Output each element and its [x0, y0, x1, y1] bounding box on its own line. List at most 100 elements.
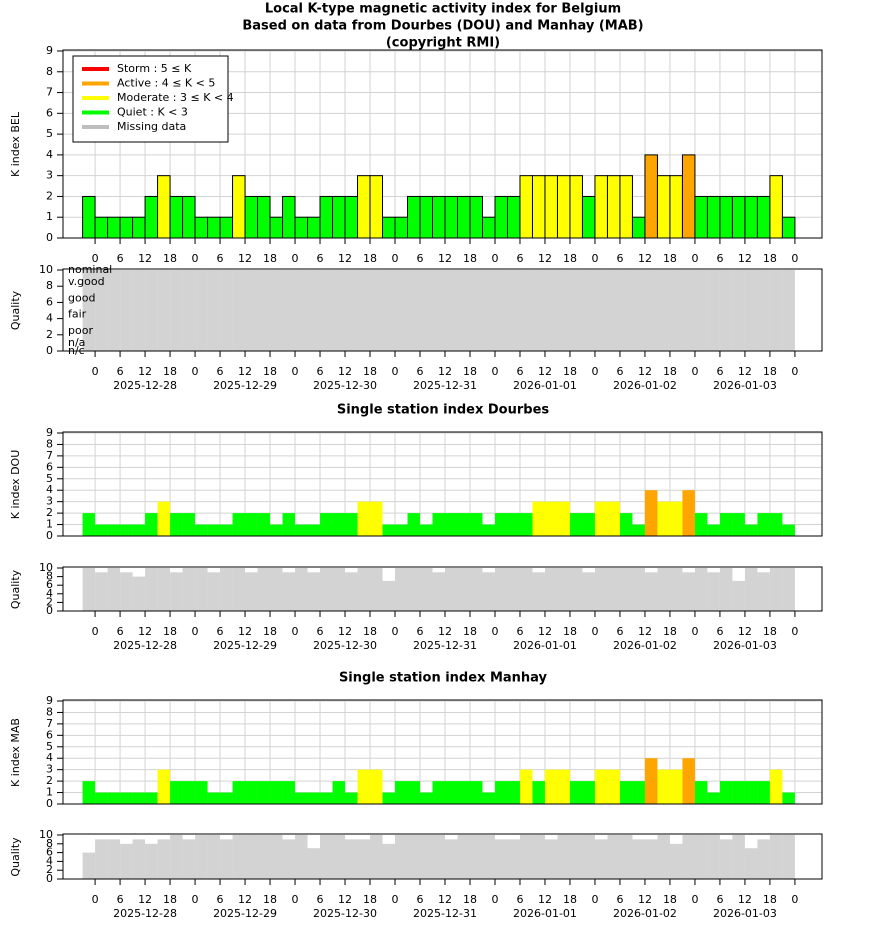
bar — [282, 270, 296, 351]
bar — [207, 792, 221, 804]
bar — [132, 576, 146, 611]
x-tick-label: 12 — [438, 252, 452, 265]
y-tick-label: 6 — [46, 460, 53, 473]
bar — [419, 195, 434, 239]
bar — [370, 501, 383, 536]
bar — [519, 769, 533, 804]
x-tick-label: 0 — [491, 252, 498, 265]
x-tick-label: 0 — [392, 893, 399, 906]
bar — [569, 568, 583, 611]
x-tick-label: 0 — [292, 252, 299, 265]
legend-label: Active : 4 ≤ K < 5 — [117, 77, 215, 90]
bar — [732, 781, 745, 804]
bar — [232, 781, 246, 804]
bar — [145, 513, 158, 536]
bar — [632, 524, 645, 536]
x-tick-label: 6 — [217, 893, 224, 906]
bar — [607, 769, 620, 804]
bar — [757, 781, 770, 804]
bar — [444, 781, 458, 804]
x-tick-label: 12 — [738, 625, 752, 638]
bar — [320, 835, 333, 879]
bar — [569, 270, 583, 351]
bar — [607, 270, 620, 351]
y-tick-label: 0 — [46, 872, 53, 885]
bar — [170, 781, 183, 804]
bar — [544, 175, 558, 239]
x-tick-label: 18 — [263, 252, 277, 265]
bar — [594, 501, 608, 536]
plot-frame — [62, 833, 823, 880]
x-tick-label: 12 — [138, 365, 152, 378]
y-tick-label: 8 — [46, 437, 53, 450]
bar — [432, 781, 445, 804]
bar — [157, 839, 171, 879]
bar — [82, 270, 96, 351]
bar — [457, 270, 470, 351]
bar — [182, 839, 196, 879]
bar — [507, 781, 520, 804]
date-label: 2026-01-01 — [513, 639, 577, 652]
bar — [307, 848, 321, 879]
bar — [444, 568, 458, 611]
bar — [307, 792, 321, 804]
bar — [132, 524, 146, 536]
x-tick-label: 0 — [192, 252, 199, 265]
bar — [394, 216, 409, 239]
bar — [320, 792, 333, 804]
x-tick-label: 0 — [192, 365, 199, 378]
date-label: 2025-12-30 — [313, 379, 377, 392]
bar — [345, 839, 358, 879]
bar — [594, 568, 608, 611]
bar — [282, 781, 296, 804]
bar — [769, 175, 783, 239]
bar — [644, 270, 658, 351]
bar — [744, 270, 758, 351]
x-tick-label: 6 — [317, 893, 324, 906]
date-label: 2026-01-03 — [713, 639, 777, 652]
x-tick-label: 6 — [716, 625, 723, 638]
date-label: 2025-12-29 — [213, 379, 277, 392]
bar — [332, 568, 346, 611]
x-tick-label: 18 — [363, 365, 377, 378]
bar — [257, 513, 271, 536]
x-tick-label: 12 — [238, 365, 252, 378]
bar — [282, 839, 296, 879]
bar — [682, 758, 695, 804]
bar — [219, 216, 234, 239]
bar — [407, 835, 421, 879]
bar — [482, 572, 495, 611]
x-tick-label: 18 — [163, 893, 177, 906]
x-tick-label: 0 — [392, 252, 399, 265]
plot-frame — [62, 566, 823, 612]
quality-level: n/c — [68, 344, 85, 357]
bar — [669, 769, 683, 804]
bar — [82, 195, 96, 239]
x-tick-label: 12 — [738, 252, 752, 265]
bar — [744, 524, 758, 536]
bar — [157, 501, 171, 536]
bar — [782, 835, 795, 879]
x-tick-label: 6 — [716, 365, 723, 378]
bar — [482, 835, 495, 879]
x-tick-label: 0 — [92, 252, 99, 265]
bar — [507, 568, 520, 611]
y-axis-label: K index MAB — [9, 718, 22, 787]
bar — [494, 781, 508, 804]
bar — [494, 513, 508, 536]
x-tick-label: 0 — [491, 365, 498, 378]
bar — [694, 835, 708, 879]
bar — [107, 270, 121, 351]
x-tick-label: 6 — [516, 252, 523, 265]
y-tick-label: 3 — [46, 495, 53, 508]
quality-level: v.good — [68, 275, 105, 288]
bar — [170, 835, 183, 879]
x-tick-label: 6 — [117, 625, 124, 638]
y-tick-label: 0 — [46, 344, 53, 357]
bar — [507, 270, 520, 351]
bar — [107, 792, 121, 804]
bar — [182, 513, 196, 536]
bar — [120, 792, 133, 804]
bar — [257, 270, 271, 351]
bar — [220, 270, 233, 351]
